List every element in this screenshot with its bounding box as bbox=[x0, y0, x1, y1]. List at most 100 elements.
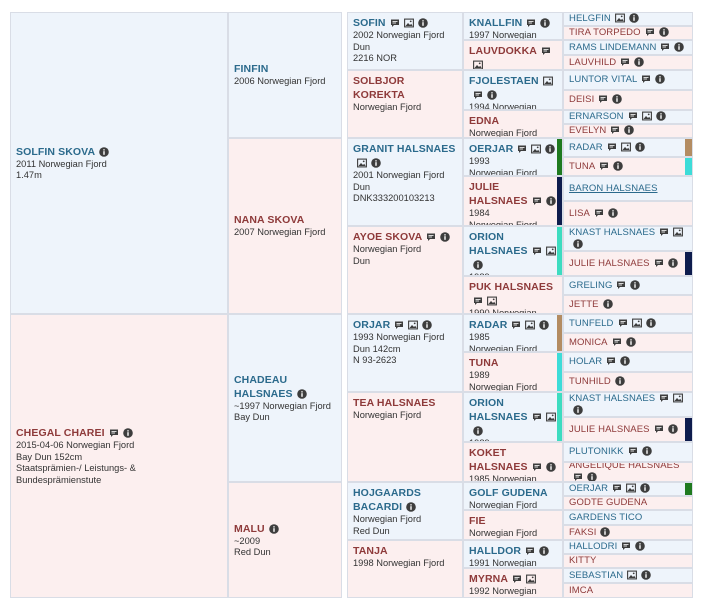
horse-name[interactable]: MONICA bbox=[569, 336, 608, 348]
comment-icon[interactable] bbox=[660, 42, 670, 52]
horse-name[interactable]: TEA HALSNAES bbox=[353, 397, 436, 409]
comment-icon[interactable] bbox=[526, 18, 536, 28]
horse-name[interactable]: JULIE HALSNAES bbox=[569, 257, 650, 269]
horse-name[interactable]: HOLAR bbox=[569, 356, 603, 367]
image-icon[interactable] bbox=[641, 111, 652, 121]
image-icon[interactable] bbox=[403, 18, 414, 28]
horse-name[interactable]: JETTE bbox=[569, 298, 599, 310]
info-icon[interactable] bbox=[371, 158, 381, 168]
info-icon[interactable] bbox=[487, 90, 497, 100]
comment-icon[interactable] bbox=[109, 428, 119, 438]
horse-name[interactable]: PLUTONIKK bbox=[569, 446, 624, 457]
info-icon[interactable] bbox=[406, 502, 416, 512]
comment-icon[interactable] bbox=[620, 57, 630, 67]
image-icon[interactable] bbox=[526, 574, 536, 584]
info-icon[interactable] bbox=[645, 317, 656, 328]
comment-icon[interactable] bbox=[394, 320, 404, 330]
horse-name[interactable]: KITTY bbox=[569, 555, 597, 566]
image-icon[interactable] bbox=[473, 60, 483, 70]
comment-icon[interactable] bbox=[599, 161, 609, 171]
info-icon[interactable] bbox=[440, 232, 451, 242]
image-icon[interactable] bbox=[545, 246, 556, 256]
horse-name[interactable]: HALLDOR bbox=[469, 545, 522, 557]
horse-name[interactable]: FJOLESTAEN bbox=[469, 75, 539, 87]
horse-name[interactable]: RADAR bbox=[469, 319, 508, 331]
horse-name[interactable]: HALLODRI bbox=[569, 541, 618, 552]
image-icon[interactable] bbox=[357, 158, 367, 168]
image-icon[interactable] bbox=[627, 570, 638, 580]
image-icon[interactable] bbox=[626, 483, 637, 493]
horse-name[interactable]: ERNARSON bbox=[569, 111, 624, 122]
info-icon[interactable] bbox=[641, 446, 652, 456]
comment-icon[interactable] bbox=[616, 280, 626, 290]
comment-icon[interactable] bbox=[541, 46, 551, 56]
horse-name[interactable]: PUK HALSNAES bbox=[469, 281, 554, 293]
horse-name[interactable]: EVELYN bbox=[569, 125, 607, 136]
info-icon[interactable] bbox=[674, 41, 685, 52]
info-icon[interactable] bbox=[268, 523, 279, 534]
info-icon[interactable] bbox=[545, 462, 556, 472]
horse-name[interactable]: RAMS LINDEMANN bbox=[569, 41, 657, 53]
comment-icon[interactable] bbox=[618, 318, 628, 328]
comment-icon[interactable] bbox=[659, 227, 669, 237]
horse-name[interactable]: TIRA TORPEDO bbox=[569, 27, 641, 38]
horse-name[interactable]: EDNA bbox=[469, 115, 500, 127]
comment-icon[interactable] bbox=[641, 74, 651, 84]
horse-name[interactable]: FINFIN bbox=[234, 63, 269, 76]
horse-name[interactable]: LISA bbox=[569, 207, 590, 219]
horse-name[interactable]: SOLBJOR KOREKTA bbox=[353, 75, 405, 101]
horse-name[interactable]: JULIE HALSNAES bbox=[569, 423, 650, 435]
comment-icon[interactable] bbox=[511, 320, 521, 330]
info-icon[interactable] bbox=[296, 388, 307, 399]
horse-name[interactable]: TUNHILD bbox=[569, 376, 611, 387]
image-icon[interactable] bbox=[631, 318, 642, 328]
horse-name[interactable]: KNAST HALSNAES bbox=[569, 392, 656, 404]
horse-name[interactable]: FAKSI bbox=[569, 526, 597, 538]
horse-name[interactable]: CHADEAU HALSNAES bbox=[234, 373, 293, 400]
info-icon[interactable] bbox=[658, 27, 669, 37]
info-icon[interactable] bbox=[540, 18, 551, 28]
horse-name[interactable]: ORJAR bbox=[353, 319, 391, 331]
comment-icon[interactable] bbox=[606, 356, 616, 366]
comment-icon[interactable] bbox=[645, 27, 655, 37]
horse-name[interactable]: ORION HALSNAES bbox=[469, 397, 528, 423]
image-icon[interactable] bbox=[487, 296, 497, 306]
comment-icon[interactable] bbox=[628, 111, 638, 121]
horse-name[interactable]: TUNA bbox=[569, 160, 596, 172]
horse-name[interactable]: LUNTOR VITAL bbox=[569, 74, 638, 85]
comment-icon[interactable] bbox=[532, 246, 542, 256]
horse-name[interactable]: TANJA bbox=[353, 545, 388, 557]
info-icon[interactable] bbox=[655, 74, 666, 84]
image-icon[interactable] bbox=[525, 320, 536, 330]
info-icon[interactable] bbox=[620, 356, 631, 366]
info-icon[interactable] bbox=[545, 144, 556, 154]
comment-icon[interactable] bbox=[473, 90, 483, 100]
info-icon[interactable] bbox=[615, 376, 625, 386]
info-icon[interactable] bbox=[473, 426, 483, 436]
info-icon[interactable] bbox=[667, 257, 678, 268]
comment-icon[interactable] bbox=[612, 337, 622, 347]
comment-icon[interactable] bbox=[573, 472, 583, 482]
horse-name[interactable]: GARDENS TICO bbox=[569, 511, 643, 523]
info-icon[interactable] bbox=[629, 13, 639, 23]
info-icon[interactable] bbox=[667, 423, 678, 434]
horse-name[interactable]: JULIE HALSNAES bbox=[469, 181, 528, 207]
info-icon[interactable] bbox=[608, 207, 618, 218]
horse-name[interactable]: IMCA bbox=[569, 584, 594, 596]
info-icon[interactable] bbox=[635, 541, 646, 551]
info-icon[interactable] bbox=[587, 472, 597, 482]
info-icon[interactable] bbox=[602, 298, 613, 309]
image-icon[interactable] bbox=[673, 393, 684, 403]
info-icon[interactable] bbox=[573, 238, 583, 249]
comment-icon[interactable] bbox=[621, 541, 631, 551]
comment-icon[interactable] bbox=[612, 483, 622, 493]
info-icon[interactable] bbox=[422, 320, 433, 330]
horse-name[interactable]: TUNFELD bbox=[569, 317, 614, 329]
horse-name[interactable]: KOKET HALSNAES bbox=[469, 447, 528, 473]
info-icon[interactable] bbox=[99, 146, 109, 157]
info-icon[interactable] bbox=[417, 18, 428, 28]
horse-name[interactable]: TUNA bbox=[469, 357, 499, 369]
horse-name[interactable]: HOJGAARDS BACARDI bbox=[353, 487, 421, 513]
horse-name[interactable]: OERJAR bbox=[569, 483, 609, 494]
info-icon[interactable] bbox=[473, 260, 483, 270]
